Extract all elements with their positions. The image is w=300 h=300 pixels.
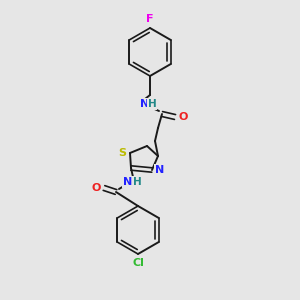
Text: N: N: [140, 99, 150, 109]
Text: H: H: [148, 99, 156, 109]
Text: H: H: [133, 177, 141, 187]
Text: O: O: [178, 112, 188, 122]
Text: N: N: [155, 165, 165, 175]
Text: O: O: [91, 183, 101, 193]
Text: Cl: Cl: [132, 258, 144, 268]
Text: F: F: [146, 14, 154, 24]
Text: S: S: [118, 148, 126, 158]
Text: N: N: [123, 177, 133, 187]
